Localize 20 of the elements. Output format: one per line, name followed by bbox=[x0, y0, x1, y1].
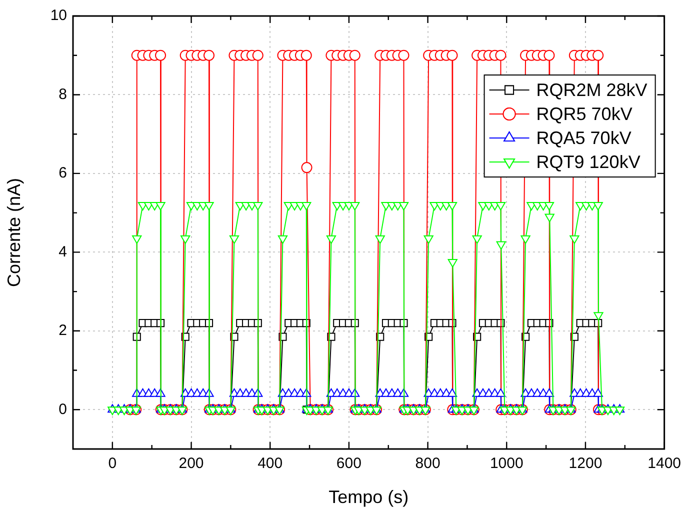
y-tick-label: 2 bbox=[58, 322, 67, 340]
x-tick-label: 0 bbox=[108, 455, 117, 472]
x-tick-label: 400 bbox=[258, 455, 283, 472]
y-tick-label: 6 bbox=[58, 164, 67, 182]
legend-label: RQR2M 28kV bbox=[536, 80, 648, 100]
y-tick-label: 8 bbox=[58, 86, 67, 103]
y-tick-label: 4 bbox=[58, 243, 67, 260]
x-tick-label: 1400 bbox=[648, 455, 682, 472]
x-tick-label: 200 bbox=[178, 455, 204, 472]
x-tick-label: 800 bbox=[415, 455, 440, 472]
legend-label: RQR5 70kV bbox=[536, 104, 632, 124]
y-tick-label: 0 bbox=[58, 400, 67, 418]
legend-label: RQA5 70kV bbox=[536, 128, 632, 148]
legend-label: RQT9 120kV bbox=[536, 152, 640, 172]
x-tick-label: 1000 bbox=[490, 455, 524, 472]
x-tick-label: 1200 bbox=[568, 455, 602, 472]
x-axis-title: Tempo (s) bbox=[328, 487, 409, 508]
y-axis-title: Corrente (nA) bbox=[4, 178, 24, 288]
y-tick-label: 10 bbox=[50, 7, 67, 24]
x-tick-label: 600 bbox=[336, 455, 362, 472]
